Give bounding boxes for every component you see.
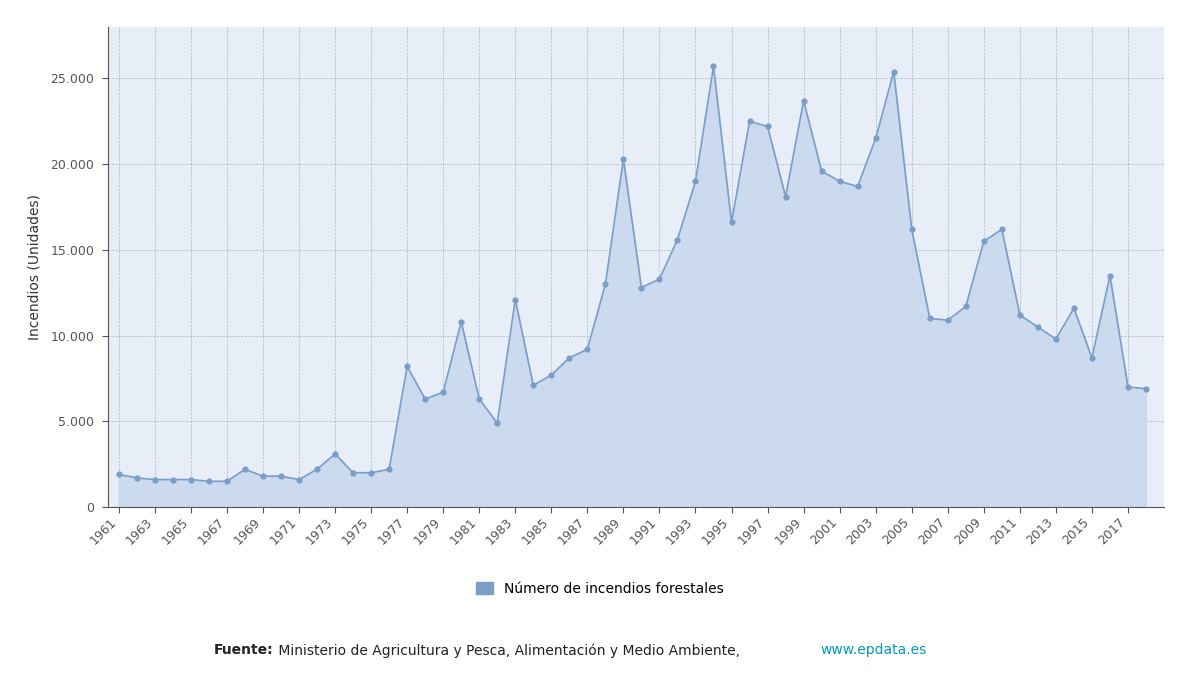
Text: www.epdata.es: www.epdata.es xyxy=(821,644,926,657)
Legend: Número de incendios forestales: Número de incendios forestales xyxy=(470,577,730,602)
Text: Fuente:: Fuente: xyxy=(214,644,274,657)
Y-axis label: Incendios (Unidades): Incendios (Unidades) xyxy=(28,194,42,340)
Text: Ministerio de Agricultura y Pesca, Alimentación y Medio Ambiente,: Ministerio de Agricultura y Pesca, Alime… xyxy=(274,643,744,658)
